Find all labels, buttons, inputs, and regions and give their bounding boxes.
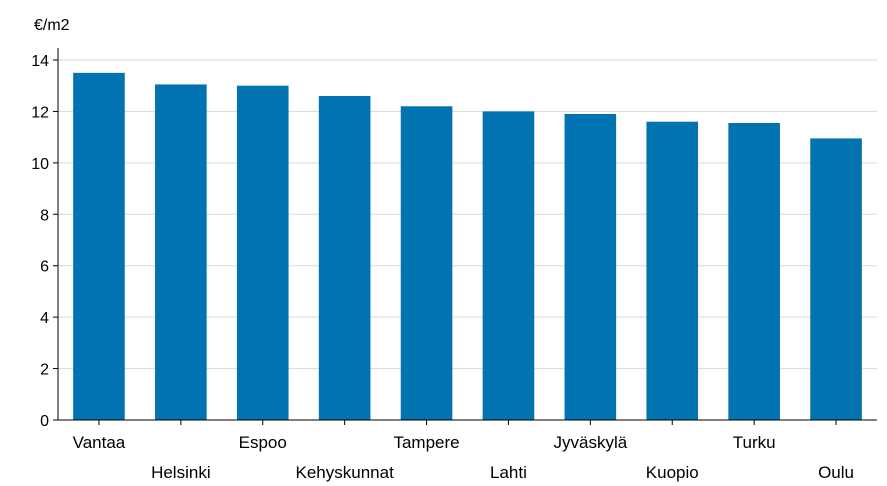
bar-jyväskylä — [564, 114, 617, 420]
bar-kehyskunnat — [318, 96, 371, 420]
x-axis-category-labels: Vantaa Helsinki Espoo Kehyskunnat Tampere Lah… — [73, 420, 854, 482]
y-tick-label: 4 — [40, 310, 49, 327]
bar-turku — [728, 123, 780, 420]
bar-oulu — [810, 138, 862, 420]
category-label-kehyskunnat: Kehyskunnat — [296, 463, 395, 482]
category-label-vantaa: Vantaa — [73, 433, 126, 452]
bar-lahti — [482, 111, 535, 420]
category-label-espoo: Espoo — [239, 433, 287, 452]
bars — [73, 72, 862, 421]
bar-vantaa — [73, 72, 125, 420]
y-tick-label: 14 — [31, 53, 49, 70]
y-tick-label: 8 — [40, 207, 49, 224]
category-label-tampere: Tampere — [393, 433, 459, 452]
bar-espoo — [236, 85, 289, 420]
category-label-lahti: Lahti — [490, 463, 527, 482]
bar-tampere — [400, 106, 453, 421]
category-label-jyväskylä: Jyväskylä — [554, 433, 628, 452]
y-tick-label: 12 — [31, 104, 49, 121]
axes — [57, 48, 877, 421]
y-tick-label: 2 — [40, 362, 49, 379]
category-label-kuopio: Kuopio — [646, 463, 699, 482]
y-tick-label: 0 — [40, 413, 49, 430]
y-tick-label: 6 — [40, 259, 49, 276]
bar-helsinki — [155, 84, 207, 420]
category-label-oulu: Oulu — [818, 463, 854, 482]
bar-kuopio — [646, 121, 699, 420]
y-axis-ticks: 0 2 4 6 8 10 12 14 — [31, 53, 58, 430]
category-label-turku: Turku — [733, 433, 776, 452]
y-axis-unit-label: €/m2 — [34, 17, 70, 34]
y-tick-label: 10 — [31, 156, 49, 173]
category-label-helsinki: Helsinki — [151, 463, 211, 482]
